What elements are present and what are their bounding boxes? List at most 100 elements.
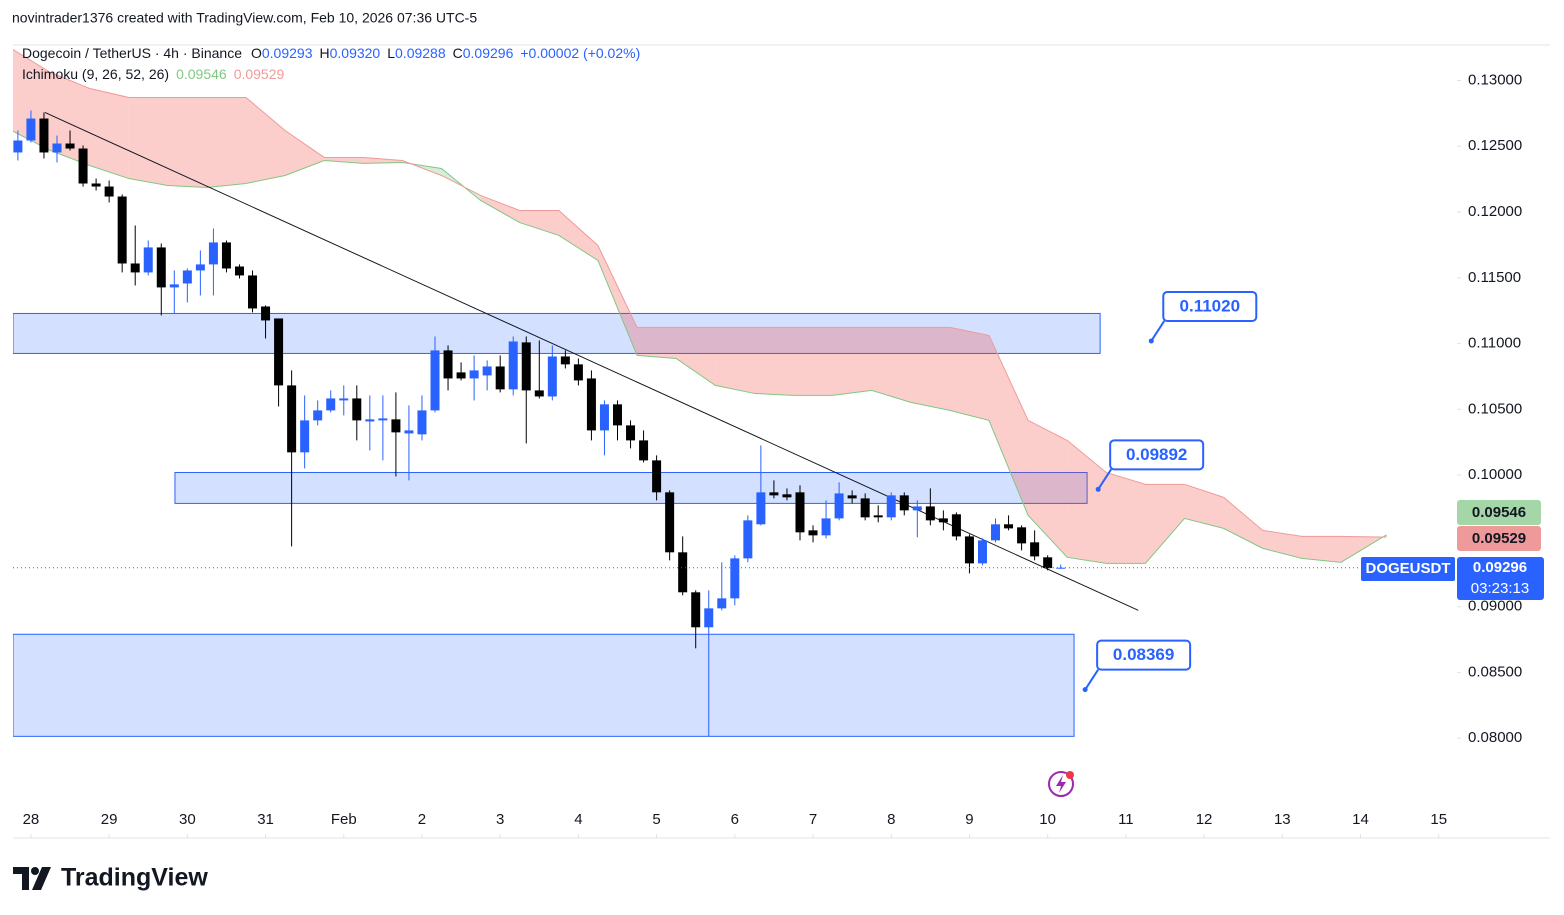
- cloud-segment: [519, 210, 559, 236]
- x-tick-label: 2: [418, 811, 426, 828]
- x-tick-label: 7: [809, 811, 817, 828]
- ticker-tag: [1361, 557, 1455, 581]
- x-tick-label: 4: [574, 811, 582, 828]
- span-a-tag-label: 0.09546: [1472, 504, 1526, 521]
- candle-body: [65, 143, 75, 149]
- candle-body: [808, 530, 818, 536]
- candle-body: [156, 247, 166, 288]
- cloud-segment: [50, 72, 90, 166]
- candle-body: [665, 492, 675, 553]
- candle-body: [977, 540, 987, 564]
- candle-body: [1004, 524, 1014, 529]
- candle-body: [560, 356, 570, 365]
- y-tick-label: 0.13000: [1468, 71, 1522, 88]
- x-tick-label: Feb: [331, 811, 357, 828]
- x-tick-label: 31: [257, 811, 274, 828]
- y-tick-label: 0.11500: [1468, 269, 1521, 286]
- cloud-segment: [324, 157, 364, 164]
- callout-box: [1162, 290, 1258, 322]
- cloud-segment: [910, 327, 950, 411]
- cloud-segment: [1106, 472, 1146, 564]
- span-b-tag: [1457, 526, 1541, 551]
- candle-body: [91, 183, 101, 187]
- indicator: Ichimoku (9, 26, 52, 26): [22, 66, 169, 82]
- candle-body: [143, 247, 153, 273]
- callout-point: [1082, 687, 1088, 693]
- y-tick-label: 0.12500: [1468, 137, 1522, 154]
- candle-body: [834, 493, 844, 519]
- candle-body: [1017, 527, 1027, 544]
- price-tag: [1457, 557, 1544, 600]
- candle-body: [365, 419, 375, 422]
- candle-body: [873, 515, 883, 518]
- cloud-segment: [1301, 536, 1341, 563]
- candle-body: [52, 143, 62, 153]
- cloud-segment: [676, 327, 716, 386]
- candle-body: [300, 420, 310, 453]
- cloud-segment: [988, 335, 1029, 516]
- candle-body: [39, 118, 49, 153]
- cloud-segment: [89, 88, 129, 179]
- x-tick-label: 28: [23, 811, 40, 828]
- candle-body: [678, 552, 688, 593]
- candle-body: [639, 440, 649, 461]
- candle-body: [886, 495, 896, 518]
- x-tick-label: 9: [965, 811, 973, 828]
- candle-body: [860, 498, 870, 518]
- ohlc-value: 0.09293: [262, 45, 313, 61]
- plot: [13, 48, 1455, 737]
- candle-body: [704, 608, 714, 628]
- candle-body: [599, 404, 609, 431]
- callout-point: [1095, 486, 1101, 492]
- candle-body: [938, 518, 948, 523]
- span-b-value: 0.09529: [234, 66, 285, 82]
- x-tick-label: 12: [1196, 811, 1213, 828]
- cloud-segment: [832, 327, 872, 396]
- candle-body: [208, 242, 218, 265]
- candle-body: [313, 410, 323, 421]
- candle-body: [534, 390, 544, 397]
- alert-icon: [1048, 771, 1074, 797]
- candle-body: [182, 270, 192, 284]
- zone: [13, 312, 1101, 354]
- cloud-segment: [871, 327, 911, 403]
- candle-body: [652, 460, 662, 493]
- candle-body: [925, 506, 935, 521]
- cloud-segment: [1262, 530, 1302, 559]
- x-tick-label: 3: [496, 811, 504, 828]
- candle-body: [469, 370, 479, 379]
- candle-body: [847, 495, 857, 499]
- x-tick-label: 6: [731, 811, 739, 828]
- x-tick-label: 5: [652, 811, 660, 828]
- span-b-line: [13, 48, 1387, 538]
- candle-body: [1030, 542, 1040, 557]
- y-tick-label: 0.12000: [1468, 203, 1522, 220]
- change: +0.00002 (+0.02%): [520, 45, 640, 61]
- candle-body: [430, 350, 440, 411]
- candle-body: [508, 341, 518, 390]
- y-tick-label: 0.10000: [1468, 466, 1522, 483]
- y-tick-label: 0.09000: [1468, 598, 1522, 615]
- ohlc-key: O: [251, 45, 262, 61]
- cloud-segment: [949, 327, 989, 421]
- callout-box: [1096, 639, 1192, 671]
- cloud-segment: [1028, 420, 1068, 558]
- candle-body: [326, 398, 336, 411]
- candle-body: [912, 506, 922, 511]
- ticker-label: DOGEUSDT: [1365, 560, 1450, 577]
- credit: novintrader1376 created with TradingView…: [12, 10, 477, 26]
- x-tick-label: 14: [1352, 811, 1369, 828]
- x-tick-label: 11: [1118, 811, 1134, 828]
- cloud-segment: [1223, 497, 1263, 549]
- candle-body: [221, 242, 231, 269]
- candle-body: [1043, 557, 1053, 569]
- candle-body: [248, 275, 258, 309]
- candle-body: [991, 524, 1001, 541]
- callout-label: 0.08369: [1113, 645, 1174, 664]
- candle-body: [743, 520, 753, 559]
- cloud-segment: [363, 157, 403, 164]
- span-b-tag-label: 0.09529: [1472, 530, 1526, 547]
- candle-body: [821, 518, 831, 536]
